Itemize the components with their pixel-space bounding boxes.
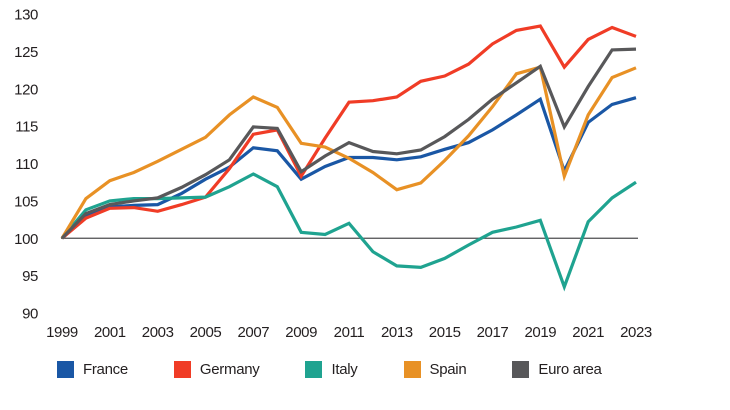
x-tick-label: 2003 [142,324,174,341]
x-tick-label: 2021 [572,324,604,341]
y-tick-label: 130 [14,7,38,24]
x-tick-label: 2005 [190,324,222,341]
legend-item-spain: Spain [403,361,467,378]
legend-item-italy: Italy [305,361,358,378]
legend-color-swatch [403,361,421,378]
legend-color-swatch [305,361,323,378]
legend-label: Euro area [538,361,602,378]
legend-label: France [83,361,128,378]
y-tick-label: 90 [22,306,38,323]
series-line-germany [60,24,637,240]
x-tick-label: 2009 [285,324,317,341]
x-tick-label: 1999 [46,324,78,341]
legend: France Germany Italy Spain Euro area [57,361,602,378]
series-line-italy [60,172,637,292]
legend-color-swatch [57,361,74,378]
x-tick-label: 2017 [477,324,509,341]
x-tick-label: 2015 [429,324,461,341]
y-tick-label: 100 [14,231,38,248]
series-line-france [60,96,637,240]
y-tick-label: 125 [14,44,38,61]
y-tick-label: 110 [15,156,38,173]
legend-item-france: France [57,361,128,378]
x-tick-label: 2013 [381,324,413,341]
series-line-euro-area [60,47,637,240]
x-tick-label: 2019 [524,324,556,341]
y-tick-label: 115 [15,119,38,136]
plot-area: 130 125 120 115 110 105 100 95 90 1999 2001 2003 200… [14,7,652,342]
legend-color-swatch [512,361,530,378]
legend-color-swatch [173,361,191,378]
x-tick-label: 2007 [237,324,269,341]
legend-label: Italy [331,361,358,378]
x-tick-label: 2023 [620,324,652,341]
legend-item-germany: Germany [173,361,260,378]
y-tick-label: 95 [22,268,38,285]
legend-label: Germany [199,361,260,378]
x-tick-label: 2001 [94,324,126,341]
x-tick-label: 2011 [334,324,365,341]
y-tick-label: 105 [14,193,38,210]
legend-label: Spain [429,361,467,378]
legend-item-euro-area: Euro area [512,361,602,378]
y-tick-label: 120 [14,81,38,98]
